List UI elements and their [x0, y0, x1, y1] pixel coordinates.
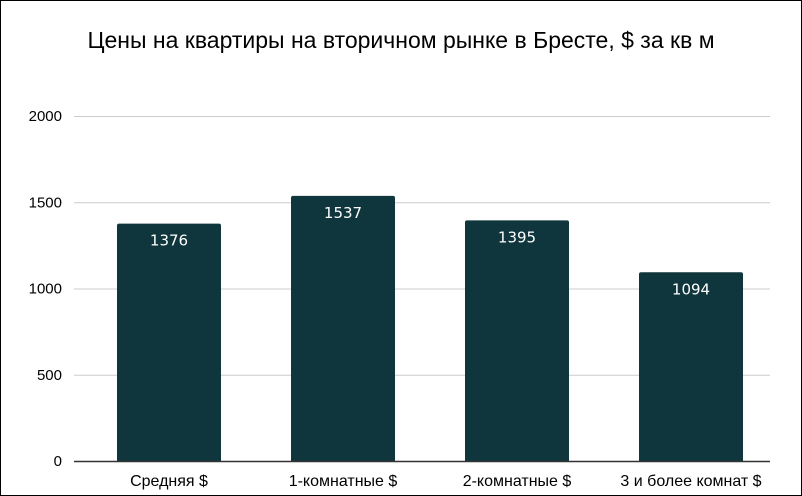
- x-axis-ticks: Средняя $ 1-комнатные $ 2-комнатные $ 3 и б…: [130, 473, 762, 490]
- chart-title: Цены на квартиры на вторичном рынке в Бр…: [87, 27, 715, 53]
- x-tick-label: 3 и более комнат $: [620, 473, 761, 490]
- bar: [639, 272, 743, 461]
- x-tick-label: 1-комнатные $: [289, 473, 398, 490]
- data-label: 1537: [324, 204, 362, 222]
- y-tick-label: 500: [37, 367, 62, 384]
- y-tick-label: 2000: [29, 108, 62, 125]
- bar: [291, 195, 395, 461]
- bar: [117, 223, 221, 461]
- bars: 1376 1537 1395 1094: [117, 195, 743, 461]
- y-tick-label: 0: [54, 453, 62, 470]
- bar: [465, 220, 569, 461]
- data-label: 1376: [150, 232, 188, 250]
- data-label: 1395: [498, 228, 536, 246]
- x-tick-label: 2-комнатные $: [463, 473, 572, 490]
- data-label: 1094: [672, 280, 710, 298]
- y-axis-ticks: 0 500 1000 1500 2000: [29, 108, 62, 470]
- x-tick-label: Средняя $: [130, 473, 208, 490]
- y-tick-label: 1000: [29, 281, 62, 298]
- y-tick-label: 1500: [29, 194, 62, 211]
